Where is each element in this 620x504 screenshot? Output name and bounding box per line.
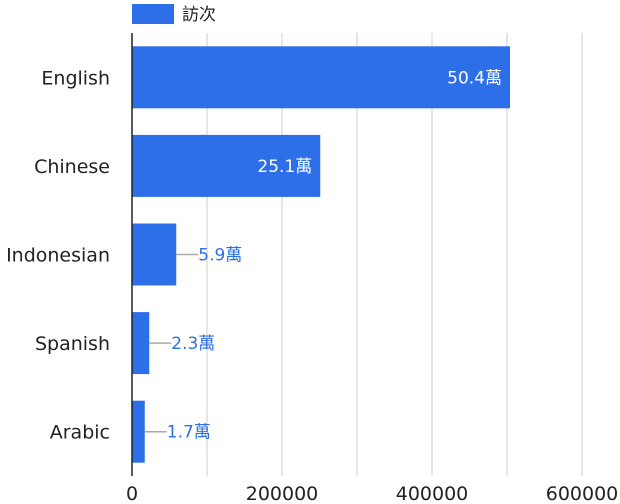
value-label: 25.1萬 (257, 157, 312, 177)
value-label: 5.9萬 (198, 246, 242, 266)
legend-swatch (132, 4, 174, 24)
value-label: 50.4萬 (447, 68, 502, 88)
x-tick-labels: 0 200000 400000 600000 (126, 483, 618, 504)
bar (132, 46, 510, 109)
bar (132, 223, 177, 286)
bar (132, 312, 150, 375)
category-labels: English Chinese Indonesian Spanish Arabic (6, 67, 110, 443)
category-label: Spanish (35, 333, 110, 355)
value-labels: 50.4萬 25.1萬 5.9萬 2.3萬 1.7萬 (167, 68, 502, 442)
legend-label: 訪次 (182, 5, 216, 25)
x-tick-label: 600000 (546, 483, 619, 504)
x-tick-label: 200000 (246, 483, 319, 504)
value-label: 1.7萬 (167, 423, 211, 443)
category-label: English (41, 67, 110, 89)
x-tick-label: 0 (126, 483, 138, 504)
bar (132, 134, 321, 197)
bars (132, 46, 510, 463)
leader-lines (144, 253, 199, 433)
bar (132, 400, 145, 463)
category-label: Chinese (34, 156, 110, 178)
legend: 訪次 (132, 4, 216, 25)
value-label: 2.3萬 (171, 334, 215, 354)
x-tick-label: 400000 (396, 483, 469, 504)
category-label: Arabic (50, 422, 110, 444)
category-label: Indonesian (6, 245, 110, 267)
